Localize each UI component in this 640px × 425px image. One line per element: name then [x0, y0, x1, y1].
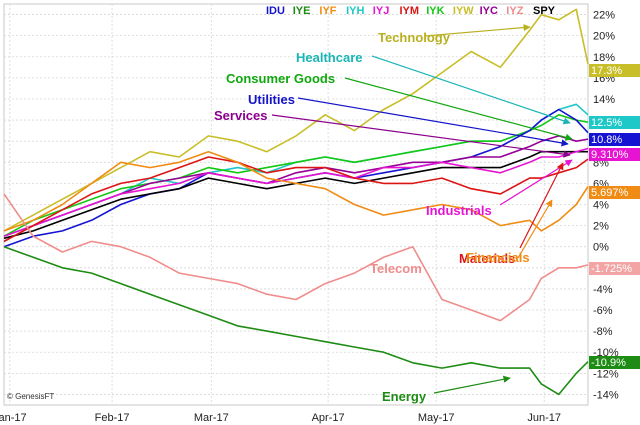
- end-label-idu: 10.8%: [591, 134, 622, 146]
- end-label-iyw: 17.3%: [591, 65, 622, 77]
- y-tick-label: -14%: [593, 389, 619, 401]
- series-line-spy: [3, 150, 588, 240]
- end-label-box: [589, 116, 640, 129]
- y-tick-label: 2%: [593, 221, 609, 233]
- legend-item-iyc: IYC: [480, 5, 498, 17]
- annotation-technology: Technology: [378, 30, 451, 45]
- series-line-iyz: [3, 193, 589, 322]
- annotation-industrials: Industrials: [426, 203, 492, 218]
- end-label-iyj: 9.310%: [591, 149, 629, 161]
- annotation-arrow: [344, 77, 573, 141]
- series-line-iyj: [3, 147, 589, 237]
- x-tick-label: Jun-17: [527, 412, 561, 424]
- annotation-services: Services: [214, 108, 268, 123]
- legend-item-spy: SPY: [533, 5, 556, 17]
- annotation-energy: Energy: [382, 389, 427, 404]
- annotation-utilities: Utilities: [248, 92, 295, 107]
- y-tick-label: 14%: [593, 94, 615, 106]
- legend-item-iyw: IYW: [453, 5, 474, 17]
- y-tick-label: 0%: [593, 242, 609, 254]
- series-line-iyf: [3, 150, 589, 232]
- x-tick-label: Jan-17: [0, 412, 27, 424]
- end-label-box: [589, 262, 640, 275]
- y-tick-label: -8%: [593, 326, 613, 338]
- end-label-iye: -10.9%: [591, 357, 626, 369]
- annotation-arrow: [371, 55, 571, 125]
- y-tick-label: 22%: [593, 10, 615, 22]
- legend-item-idu: IDU: [266, 5, 285, 17]
- end-label-iyf: 5.697%: [591, 187, 629, 199]
- x-tick-label: Feb-17: [95, 412, 130, 424]
- annotation-arrow: [517, 199, 553, 259]
- annotation-healthcare: Healthcare: [296, 50, 362, 65]
- annotation-materials: Materials: [459, 251, 515, 266]
- annotation-arrow: [424, 23, 531, 37]
- end-label-iyz: -1.725%: [591, 263, 632, 275]
- legend-item-iyf: IYF: [319, 5, 336, 17]
- y-tick-label: -4%: [593, 284, 613, 296]
- y-tick-label: 4%: [593, 200, 609, 212]
- end-label-box: [589, 148, 640, 161]
- annotation-arrow: [433, 375, 511, 394]
- end-label-box: [589, 64, 640, 77]
- series-line-iyw: [3, 8, 589, 232]
- y-tick-label: -12%: [593, 368, 619, 380]
- y-tick-label: 20%: [593, 31, 615, 43]
- end-label-box: [589, 133, 640, 146]
- annotation-telecom: Telecom: [370, 261, 422, 276]
- end-label-box: [589, 186, 640, 199]
- annotation-arrow: [271, 114, 571, 158]
- end-label-iyh: 12.5%: [591, 117, 622, 129]
- legend-item-iyz: IYZ: [506, 5, 523, 17]
- annotations: Technology Healthcare Consumer Goods Utilit…: [214, 23, 573, 404]
- annotation-financials: Financials: [466, 250, 530, 265]
- legend-item-iyh: IYH: [346, 5, 364, 17]
- legend-item-iyj: IYJ: [373, 5, 390, 17]
- x-tick-label: May-17: [418, 412, 455, 424]
- series-line-iye: [3, 245, 589, 396]
- legend-item-iym: IYM: [400, 5, 420, 17]
- y-tick-label: -6%: [593, 305, 613, 317]
- legend-item-iye: IYE: [293, 5, 311, 17]
- x-tick-label: Mar-17: [194, 412, 229, 424]
- legend-item-iyk: IYK: [426, 5, 444, 17]
- annotation-arrow: [519, 162, 564, 249]
- credit-label: © GenesisFT: [7, 392, 54, 401]
- annotation-arrow: [297, 97, 569, 147]
- series-line-iym: [3, 156, 589, 243]
- x-tick-label: Apr-17: [312, 412, 345, 424]
- end-label-box: [589, 356, 640, 369]
- annotation-consumer-goods: Consumer Goods: [226, 71, 335, 86]
- y-tick-label: 18%: [593, 52, 615, 64]
